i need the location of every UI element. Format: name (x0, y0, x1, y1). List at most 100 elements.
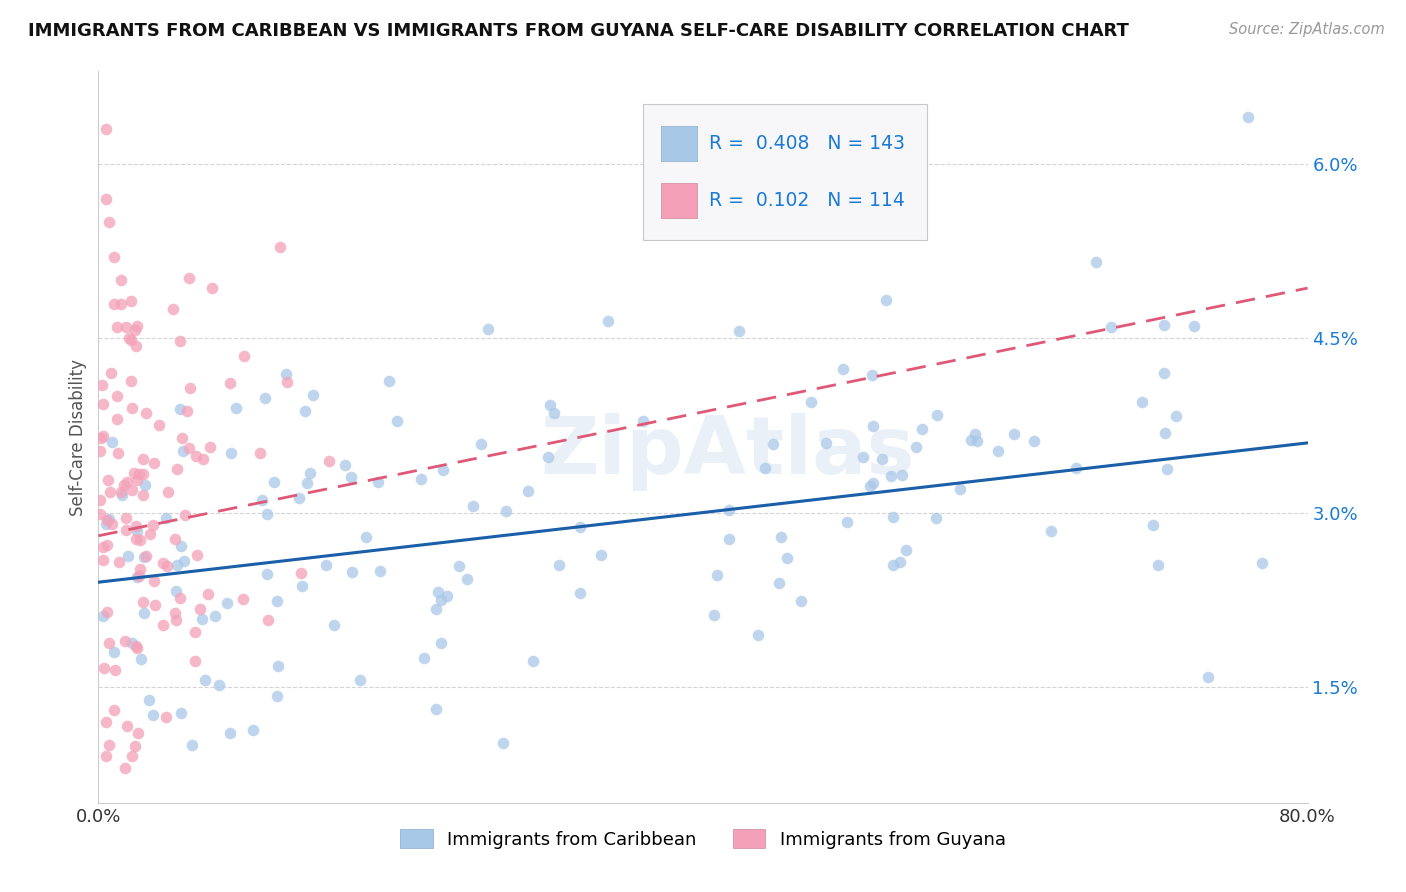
Point (132, 595, 155, 609)
Point (1064, 461, 1087, 475)
Point (322, 617, 344, 632)
Point (135, 549, 157, 563)
Point (219, 726, 242, 740)
Point (288, 491, 311, 506)
Point (94, 749, 117, 764)
Point (340, 470, 363, 484)
Point (135, 406, 157, 420)
Point (155, 511, 177, 525)
Point (115, 475, 138, 490)
Point (97, 473, 120, 487)
Point (204, 608, 226, 623)
Point (138, 692, 160, 706)
Point (121, 749, 143, 764)
Point (960, 433, 983, 447)
Point (120, 374, 142, 388)
Point (1142, 517, 1164, 532)
Point (183, 654, 205, 668)
Point (152, 557, 174, 571)
Point (447, 558, 470, 573)
Point (882, 509, 904, 524)
Point (172, 443, 194, 458)
Point (456, 573, 478, 587)
Point (1182, 319, 1205, 334)
Point (461, 499, 484, 513)
Point (208, 678, 231, 692)
Point (219, 376, 242, 390)
Point (1156, 461, 1178, 475)
Point (470, 437, 492, 451)
Point (862, 475, 884, 490)
Point (173, 554, 195, 568)
Point (891, 468, 914, 483)
Point (987, 443, 1010, 458)
Point (589, 548, 612, 562)
Point (1024, 434, 1046, 448)
Point (100, 484, 122, 499)
Point (910, 421, 932, 435)
Point (115, 510, 138, 524)
Point (411, 472, 433, 486)
Point (117, 718, 139, 732)
Point (127, 641, 149, 656)
Point (96, 517, 118, 532)
FancyBboxPatch shape (661, 127, 697, 161)
Point (522, 654, 544, 668)
Point (156, 484, 179, 499)
Point (98, 636, 121, 650)
Point (125, 570, 148, 584)
Point (105, 389, 128, 403)
Point (184, 449, 207, 463)
Point (101, 517, 124, 532)
Point (184, 625, 207, 640)
Point (125, 473, 148, 487)
Point (125, 519, 148, 533)
Point (250, 492, 273, 507)
Point (291, 579, 314, 593)
Y-axis label: Self-Care Disability: Self-Care Disability (69, 359, 87, 516)
Point (121, 401, 143, 415)
Point (94, 714, 117, 729)
Point (852, 450, 875, 465)
Point (152, 618, 174, 632)
Point (112, 478, 135, 492)
Point (385, 414, 408, 428)
Point (104, 663, 127, 677)
Point (169, 591, 191, 606)
Point (717, 502, 740, 516)
Point (215, 596, 238, 610)
Point (101, 435, 124, 450)
Point (201, 281, 224, 295)
Point (118, 331, 141, 345)
Point (274, 367, 297, 381)
Point (124, 739, 146, 754)
Point (132, 606, 155, 620)
Point (880, 468, 903, 483)
Point (143, 598, 166, 612)
Text: Source: ZipAtlas.com: Source: ZipAtlas.com (1229, 22, 1385, 37)
Point (762, 437, 785, 451)
Point (1154, 425, 1177, 440)
Point (1250, 556, 1272, 570)
Point (862, 419, 884, 434)
Point (114, 761, 136, 775)
Point (142, 574, 165, 588)
Point (103, 250, 125, 264)
Point (94, 122, 117, 136)
Point (103, 645, 125, 659)
Point (1197, 670, 1219, 684)
Point (966, 434, 988, 449)
Point (225, 401, 247, 415)
Point (89, 493, 111, 508)
Point (299, 466, 322, 480)
Point (155, 710, 177, 724)
Point (242, 723, 264, 738)
Point (176, 404, 198, 418)
Point (129, 652, 152, 666)
Point (90, 377, 112, 392)
Point (105, 412, 128, 426)
Point (124, 639, 146, 653)
Point (717, 533, 740, 547)
Point (1099, 320, 1122, 334)
Point (769, 530, 792, 544)
